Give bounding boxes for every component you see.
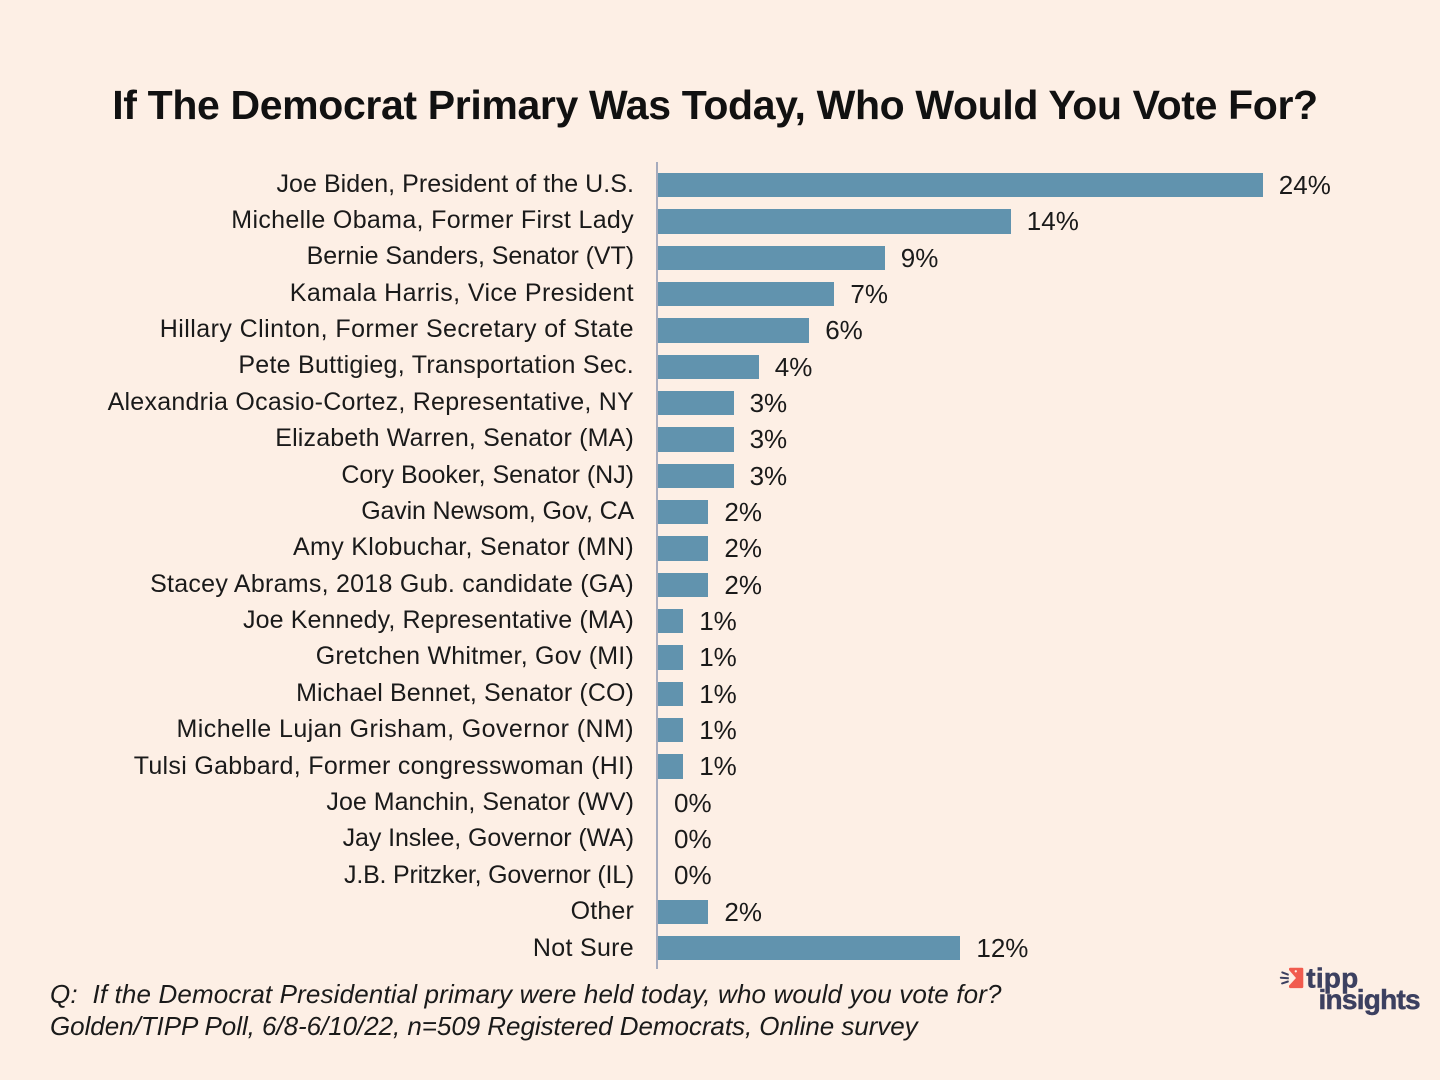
svg-text:tipp: tipp (1306, 962, 1358, 993)
svg-text:insights: insights (1319, 984, 1421, 1015)
